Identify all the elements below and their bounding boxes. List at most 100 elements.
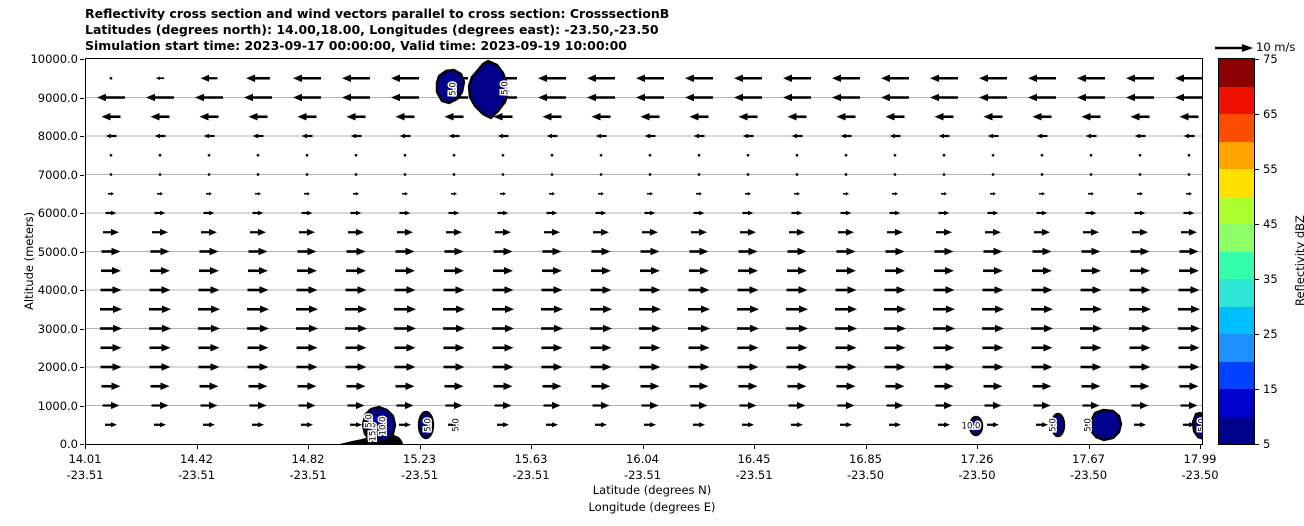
x-tick-mark [977,445,978,449]
contour-label: 10.0 [379,417,389,436]
x-tick-mark [419,445,421,449]
colorbar-tick-label: 55 [1263,162,1278,176]
colorbar-segment [1219,388,1254,417]
reflectivity-contour-low-cell-main-15 [368,421,380,435]
x-tick-mark [85,445,86,449]
colorbar-segment [1219,58,1254,87]
y-tick-mark [80,444,84,445]
x-tick-mark [865,445,867,449]
reflectivity-contour-low-cell-edge [1191,411,1202,440]
colorbar-segment [1219,361,1254,389]
x-tick-label: 16.04 -23.51 [623,452,662,482]
colorbar-segment [1219,306,1254,334]
y-tick-label: 9000.0 [37,90,78,105]
wind-reference-label: 10 m/s [1256,40,1296,54]
y-tick-label: 4000.0 [37,283,78,297]
colorbar-label: Reflectivity dBZ [1293,215,1304,306]
colorbar-tick-label: 5 [1263,437,1271,451]
contour-label: 15.0 [369,423,379,442]
colorbar-tick-mark [1255,169,1259,170]
x-tick-label: 17.26 -23.50 [958,452,996,482]
colorbar-tick-mark [1255,279,1259,280]
x-tick-label: 16.85 -23.50 [846,452,885,482]
x-tick-label: 15.63 -23.51 [512,452,550,482]
reflectivity-contour-low-cell-d [1050,412,1066,438]
x-tick-label: 15.23 -23.51 [400,452,439,482]
colorbar [1218,58,1255,445]
colorbar-tick-label: 75 [1263,52,1278,66]
colorbar-segment [1219,278,1254,307]
colorbar-tick-mark [1255,389,1259,390]
colorbar-segment [1219,196,1254,224]
y-tick-label: 0.0 [59,437,78,451]
chart-title-line3: Simulation start time: 2023-09-17 00:00:… [85,38,627,53]
colorbar-segment [1219,333,1254,362]
colorbar-tick-mark [1255,334,1259,335]
colorbar-segment [1219,168,1254,197]
reflectivity-contour-low-cell-b [417,410,435,440]
y-tick-mark [80,405,84,407]
x-tick-label: 17.67 -23.50 [1069,452,1108,482]
y-tick-mark [80,251,84,253]
contour-label: 5.0 [1084,418,1094,432]
contour-label: 5.0 [1049,418,1059,432]
colorbar-tick-label: 65 [1263,107,1278,121]
y-tick-mark [80,59,84,60]
x-tick-mark [754,445,755,449]
y-tick-mark [80,174,84,176]
contour-label: 5.0 [424,418,434,432]
contour-label: 5.0 [1198,418,1203,432]
contour-label: 5.0 [501,81,511,95]
colorbar-segment [1219,416,1254,444]
x-tick-mark [308,445,309,449]
reflectivity-contour-low-cell-e [1089,408,1123,442]
y-tick-mark [80,367,84,368]
y-tick-mark [80,213,84,214]
x-tick-label: 16.45 -23.51 [735,452,773,482]
reflectivity-contour-low-cell-c [968,415,984,437]
quiver-contour-layer: 5.0 5.015.0 10.05.0 5.0 5.0 10.0 5.0 5.0 5.0 [86,59,1202,444]
colorbar-segment [1219,223,1254,252]
chart-title-line2: Latitudes (degrees north): 14.00,18.00, … [85,22,659,37]
x-tick-mark [531,445,532,449]
colorbar-tick-label: 35 [1263,272,1278,286]
x-tick-label: 17.99 -23.50 [1181,452,1219,482]
y-tick-mark [80,97,84,99]
y-tick-label: 6000.0 [37,206,78,220]
y-tick-label: 3000.0 [37,321,78,336]
colorbar-tick-label: 25 [1263,327,1278,341]
colorbar-tick-mark [1255,59,1259,60]
y-tick-label: 7000.0 [37,167,78,182]
x-tick-label: 14.82 -23.51 [289,452,327,482]
x-tick-mark [642,445,644,449]
colorbar-tick-mark [1255,114,1259,115]
colorbar-segment [1219,86,1254,114]
contour-label: 5.0 [452,418,462,432]
colorbar-segment [1219,251,1254,279]
x-axis-label-latitude: Latitude (degrees N) [592,483,712,497]
colorbar-segment [1219,141,1254,169]
x-axis-label-longitude: Longitude (degrees E) [588,500,716,514]
x-tick-mark [1200,445,1201,449]
y-tick-label: 5000.0 [37,244,78,259]
y-tick-label: 1000.0 [37,398,78,413]
colorbar-tick-label: 45 [1263,217,1278,231]
plot-area: 5.0 5.0 15.0 10.0 5.0 5.0 5.0 10.0 5.0 5.0 5.0 [85,58,1203,445]
y-tick-label: 2000.0 [37,360,78,374]
chart-title-line1: Reflectivity cross section and wind vect… [85,6,670,21]
reflectivity-contour-upper-cell-west [435,68,466,105]
y-tick-label: 8000.0 [37,129,78,143]
contour-label: 10.0 [962,422,981,432]
colorbar-tick-mark [1255,224,1259,225]
colorbar-tick-label: 15 [1263,382,1278,396]
contour-label: 5.0 [449,82,459,96]
x-tick-label: 14.42 -23.51 [177,452,216,482]
wind-reference-arrow-icon [1215,44,1253,52]
colorbar-segment [1219,113,1254,142]
y-tick-label: 10000.0 [30,52,78,66]
contour-label: 5.0 [365,414,375,428]
x-tick-mark [1088,445,1090,449]
x-tick-mark [196,445,198,449]
reflectivity-contour-upper-cell-east [467,59,510,120]
